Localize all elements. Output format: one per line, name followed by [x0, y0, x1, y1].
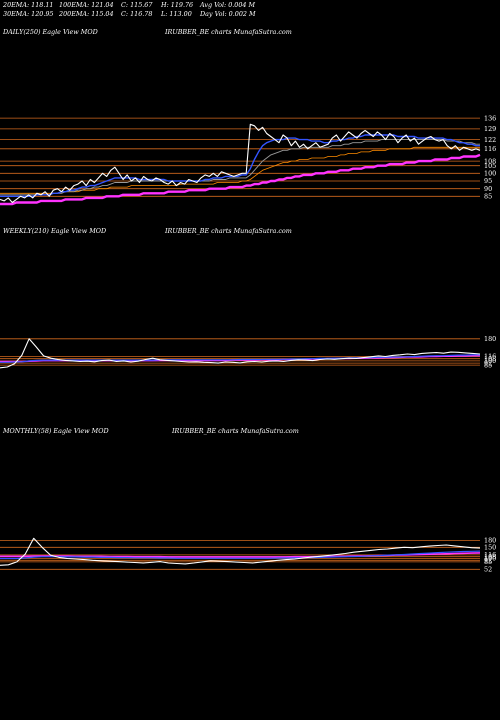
monthly-tick-label: 92 [484, 557, 492, 565]
daily-tick-label: 116 [484, 145, 496, 153]
weekly-panel-title: WEEKLY(210) Eagle View MOD [3, 227, 107, 235]
header-open: C: 115.67 [121, 1, 153, 9]
header-day-vol: Day Vol: 0.002 M [200, 10, 256, 18]
daily-tick-label: 90 [484, 185, 492, 193]
weekly-tick-label: 108 [484, 355, 496, 363]
header-high: H: 119.76 [161, 1, 194, 9]
monthly-tick-label: 116 [484, 551, 496, 559]
monthly-tick-label: 100 [484, 555, 496, 563]
daily-tick-label: 129 [484, 125, 496, 133]
weekly-panel-source: IRUBBER_BE charts MunafaSutra.com [165, 227, 292, 235]
header-low: L: 113.00 [161, 10, 192, 18]
weekly-tick-label: 180 [484, 335, 496, 343]
monthly-panel-title: MONTHLY(58) Eagle View MOD [3, 427, 109, 435]
daily-tick-label: 122 [484, 136, 496, 144]
weekly-ema-a-line [0, 354, 480, 363]
monthly-tick-label: 150 [484, 544, 496, 552]
daily-tick-label: 105 [484, 162, 496, 170]
weekly-tick-label: 100 [484, 357, 496, 365]
daily-ema-slow-line [0, 146, 480, 194]
header-20ema: 20EMA: 118.11 [3, 1, 54, 9]
header-30ema: 30EMA: 120.95 [3, 10, 54, 18]
daily-tick-label: 100 [484, 170, 496, 178]
header-close: C: 116.78 [121, 10, 153, 18]
weekly-tick-label: 116 [484, 353, 496, 361]
weekly-tick-label: 85 [484, 361, 492, 369]
daily-panel-title: DAILY(250) Eagle View MOD [3, 28, 98, 36]
monthly-tick-label: 52 [484, 566, 492, 574]
weekly-tick-label: 92 [484, 359, 492, 367]
header-100ema: 100EMA: 121.04 [59, 1, 114, 9]
weekly-price-line [0, 338, 481, 369]
monthly-tick-label: 108 [484, 553, 496, 561]
monthly-panel-source: IRUBBER_BE charts MunafaSutra.com [172, 427, 299, 435]
monthly-tick-label: 180 [484, 537, 496, 545]
daily-price-line [0, 123, 481, 204]
daily-panel-source: IRUBBER_BE charts MunafaSutra.com [165, 28, 292, 36]
daily-tick-label: 108 [484, 157, 496, 165]
monthly-price-line [0, 537, 481, 566]
header-200ema: 200EMA: 115.04 [59, 10, 114, 18]
daily-tick-label: 85 [484, 193, 492, 201]
header-avg-vol: Avg Vol: 0.004 M [200, 1, 256, 9]
daily-tick-label: 136 [484, 114, 496, 122]
daily-ema-long-line [0, 153, 481, 206]
daily-tick-label: 95 [484, 177, 492, 185]
monthly-tick-label: 85 [484, 558, 492, 566]
daily-ema-fast-line [0, 134, 480, 198]
monthly-ema-a-line [0, 550, 481, 560]
